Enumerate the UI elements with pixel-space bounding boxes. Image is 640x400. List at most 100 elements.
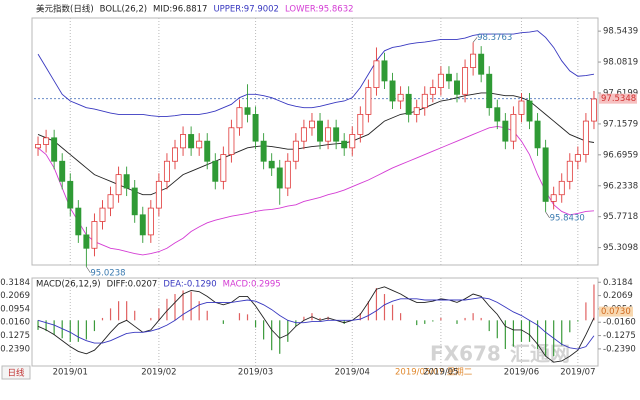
candle-body [381,60,388,82]
candle-body [413,107,420,115]
macd-line [37,297,595,350]
annotation: 98.3763 [477,33,512,43]
candle-body [308,120,315,129]
y-tick-label: 0.2069 [603,291,633,301]
candle-body [325,127,332,142]
cursor-label: 2019/05/07 星期二 [395,368,473,378]
y-tick-label: 97.1579 [603,119,638,129]
candle-body [115,174,122,196]
candle-body [397,93,404,102]
candle-body [284,160,291,189]
candle-body [421,93,428,109]
candle-body [526,100,533,122]
boll-line [37,125,595,256]
candle-body [373,60,380,89]
candle-body [276,167,283,189]
legend-entry: MID:96.8817 [153,5,207,15]
candle-body [333,127,340,142]
candle-body [365,87,372,115]
y-tick-label: 95.3098 [603,243,638,253]
y-tick-label: -0.0160 [0,318,30,328]
y-tick-label: 97.6199 [603,88,638,98]
boll-line [37,92,595,196]
candle-body [478,53,485,75]
annotation-leader [472,37,478,43]
y-tick-label: -0.1275 [603,331,636,341]
candle-body [437,73,444,89]
x-tick-label: 2019/05 [423,368,458,378]
candle-body [188,134,195,149]
candle-body [542,147,549,202]
candle-body [574,154,581,162]
candle-body [502,120,509,142]
candle-body [486,73,493,109]
candle-body [91,221,98,249]
candle-body [470,53,477,68]
candle-body [212,160,219,182]
candle-body [317,120,324,142]
candle-body [462,67,469,95]
candle-body [260,140,267,162]
candle-body [518,100,525,115]
x-tick-label: 2019/04 [335,368,370,378]
candle-body [228,127,235,155]
main-panel [31,17,599,266]
period-button-label[interactable]: 日线 [7,368,25,379]
annotation-leader [545,211,550,219]
legend-entry: MACD:0.2995 [223,280,281,290]
y-tick-label: -0.1275 [0,331,30,341]
period-button[interactable] [1,365,31,380]
candle-body [510,113,517,142]
candle-body [131,187,138,216]
annotation-leader [86,266,91,273]
candle-body [51,137,58,162]
last-value-box [599,306,633,317]
y-tick-label: 0.0954 [0,304,30,314]
y-tick-label: 0.2069 [0,291,30,301]
candle-body [429,87,436,95]
candle-body [99,207,106,222]
candle-body [590,98,597,122]
candle-body [244,107,251,115]
last-value-label: 0.0730 [601,307,631,317]
watermark: 汇通网 [510,342,570,366]
candle-body [180,134,187,149]
candle-body [107,194,114,209]
candle-body [220,154,227,182]
x-tick-label: 2019/07 [560,368,595,378]
candle-body [494,107,501,122]
candle-body [59,160,66,182]
annotation: 95.0238 [90,268,125,278]
x-tick-label: 2019/02 [141,368,176,378]
legend-entry: 美元指数(日线) [36,4,94,15]
last-price-label: 97.5348 [601,94,636,104]
last-price-box [599,93,637,104]
candle-body [155,180,162,209]
candle-body [454,80,460,95]
legend-entry: DIFF:0.0207 [107,280,158,290]
annotation: 95.8430 [550,213,585,223]
candle-body [566,160,573,182]
candle-body [341,140,348,149]
candle-body [139,214,146,236]
candle-body [534,120,541,149]
candle-body [582,120,589,155]
legend-entry: DEA:-0.1290 [163,280,216,290]
legend-entry: MACD(26,12,9) [36,280,101,290]
candle-body [405,93,412,115]
candle-body [43,137,50,145]
x-tick-label: 2019/06 [504,368,539,378]
x-tick-label: 2019/03 [238,368,273,378]
candle-body [558,180,565,196]
candle-body [349,134,356,149]
y-tick-label: 95.7718 [603,212,638,222]
boll-line [37,30,595,117]
y-tick-label: 96.6959 [603,150,638,160]
candle-body [204,140,211,162]
macd-line [37,286,595,363]
candle-body [445,73,452,82]
y-tick-label: 98.5439 [603,27,638,37]
y-tick-label: 0.3184 [603,278,633,288]
